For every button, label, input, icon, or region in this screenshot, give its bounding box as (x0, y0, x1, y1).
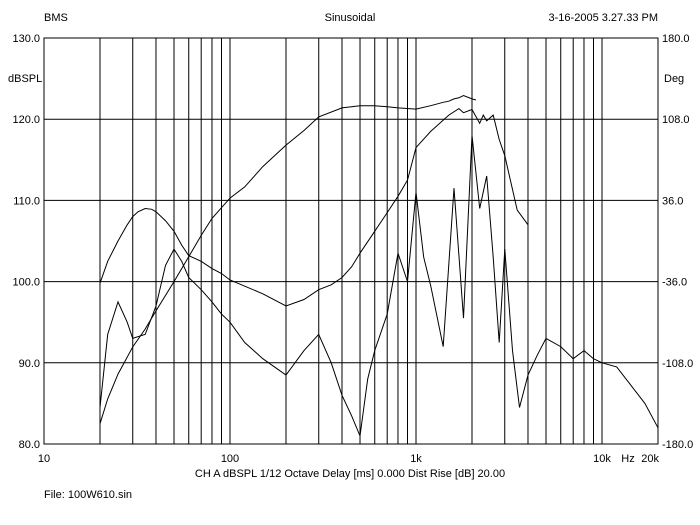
y-axis-label: dBSPL (8, 73, 42, 85)
y-tick-label: 110.0 (13, 195, 40, 207)
x-unit-label: Hz (621, 453, 634, 465)
y2-tick-label: -36.0 (662, 277, 687, 289)
y2-tick-label: -180.0 (662, 439, 693, 451)
x-tick-label: 10k (593, 453, 611, 465)
timestamp: 3-16-2005 3.27.33 PM (548, 12, 658, 24)
series-line-spl-response (99, 107, 529, 307)
x-tick-label: 100 (221, 453, 239, 465)
y-tick-label: 80.0 (19, 439, 40, 451)
y2-tick-label: -108.0 (662, 358, 693, 370)
measurement-settings: CH A dBSPL 1/12 Octave Delay [ms] 0.000 … (194, 468, 506, 480)
measurement-mode: Sinusoidal (324, 12, 376, 24)
y-tick-label: 100.0 (12, 277, 40, 289)
y-tick-label: 130.0 (12, 33, 40, 45)
file-name: File: 100W610.sin (44, 489, 133, 501)
y2-axis-label: Deg (664, 73, 684, 85)
x-tick-label: 10 (38, 453, 50, 465)
y2-tick-label: 180.0 (662, 33, 690, 45)
series-line-phase (99, 94, 477, 424)
plot-frame (43, 37, 659, 445)
x-tick-label: 20k (641, 453, 659, 465)
y2-tick-label: 36.0 (662, 195, 683, 207)
x-tick-label: 1k (410, 453, 422, 465)
y-tick-label: 120.0 (12, 114, 40, 126)
series-line-distortion (99, 135, 659, 438)
y2-tick-label: 108.0 (662, 114, 690, 126)
y-tick-label: 90.0 (19, 358, 40, 370)
app-title: BMS (44, 12, 68, 24)
